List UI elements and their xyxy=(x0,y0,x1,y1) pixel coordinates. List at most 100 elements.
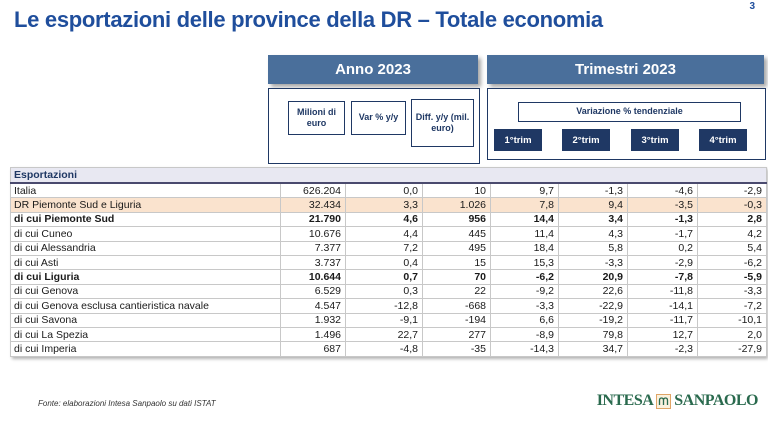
logo-sanpaolo-text: SANPAOLO xyxy=(674,392,758,409)
table-cell: -9,2 xyxy=(490,283,559,300)
table-cell: -14,3 xyxy=(490,341,559,357)
table-cell: 4,3 xyxy=(558,226,628,242)
intesa-sanpaolo-logo: INTESA SANPAOLO xyxy=(596,392,759,410)
table-cell: -35 xyxy=(422,341,491,357)
table-cell: 495 xyxy=(422,240,491,256)
table-cell: 22,7 xyxy=(345,326,423,343)
table-cell: -3,5 xyxy=(627,197,698,213)
table-cell: 4.547 xyxy=(280,298,346,314)
logo-intesa-text: INTESA xyxy=(596,392,654,409)
table-cell: 0,4 xyxy=(345,254,423,271)
table-cell: -7,8 xyxy=(627,269,698,285)
table-cell: 21.790 xyxy=(280,211,346,228)
table-cell: 11,4 xyxy=(490,226,559,242)
table-cell: 1.932 xyxy=(280,312,346,328)
col-header-milioni: Milioni di euro xyxy=(288,101,345,135)
table-cell: 687 xyxy=(280,341,346,357)
table-cell: 626.204 xyxy=(280,182,346,199)
row-label: di cui Genova esclusa cantieristica nava… xyxy=(10,298,281,314)
table-row: di cui Asti 3.737 0,4 15 15,3 -3,3 -2,9 … xyxy=(10,254,768,271)
table-cell: -4,8 xyxy=(345,341,423,357)
table-cell: 5,4 xyxy=(696,240,768,256)
row-label: di cui La Spezia xyxy=(10,326,281,343)
table-cell: -22,9 xyxy=(558,298,628,314)
table-cell: -4,6 xyxy=(627,182,698,199)
table-cell: -668 xyxy=(422,298,491,314)
row-label: di cui Savona xyxy=(10,312,281,328)
table-cell: 0,3 xyxy=(345,283,423,300)
trimestri-2023-header: Trimestri 2023 xyxy=(487,55,764,84)
table-cell: 20,9 xyxy=(558,269,628,285)
table-cell: 956 xyxy=(422,211,491,228)
table-cell: 70 xyxy=(422,269,491,285)
table-cell: -2,9 xyxy=(696,182,768,199)
table-cell: -9,1 xyxy=(345,312,423,328)
table-cell: -0,3 xyxy=(696,197,768,213)
table-row: di cui Cuneo 10.676 4,4 445 11,4 4,3 -1,… xyxy=(10,226,768,242)
table-row: di cui Alessandria 7.377 7,2 495 18,4 5,… xyxy=(10,240,768,256)
table-row: di cui Savona 1.932 -9,1 -194 6,6 -19,2 … xyxy=(10,312,768,328)
table-cell: 445 xyxy=(422,226,491,242)
table-cell: -3,3 xyxy=(490,298,559,314)
table-cell: 14,4 xyxy=(490,211,559,228)
table-cell: 0,0 xyxy=(345,182,423,199)
table-cell: 9,4 xyxy=(558,197,628,213)
table-cell: -8,9 xyxy=(490,326,559,343)
table-cell: 12,7 xyxy=(627,326,698,343)
table-cell: -19,2 xyxy=(558,312,628,328)
row-label: di cui Imperia xyxy=(10,341,281,357)
table-cell: -1,3 xyxy=(558,182,628,199)
table-cell: -1,3 xyxy=(627,211,698,228)
table-cell: 7,8 xyxy=(490,197,559,213)
table-cell: 22 xyxy=(422,283,491,300)
table-cell: 10 xyxy=(422,182,491,199)
col-header-diff: Diff. y/y (mil. euro) xyxy=(411,99,474,147)
table-cell: 3.737 xyxy=(280,254,346,271)
table-cell: -11,7 xyxy=(627,312,698,328)
table-cell: -6,2 xyxy=(490,269,559,285)
row-label: DR Piemonte Sud e Liguria xyxy=(10,197,281,213)
table-cell: 15 xyxy=(422,254,491,271)
table-row: di cui Imperia 687 -4,8 -35 -14,3 34,7 -… xyxy=(10,341,768,357)
table-cell: 7,2 xyxy=(345,240,423,256)
table-cell: 4,6 xyxy=(345,211,423,228)
table-cell: 22,6 xyxy=(558,283,628,300)
row-label: di cui Alessandria xyxy=(10,240,281,256)
slide-title: Le esportazioni delle province della DR … xyxy=(14,7,603,32)
source-note: Fonte: elaborazioni Intesa Sanpaolo su d… xyxy=(38,399,216,408)
table-cell: 4,4 xyxy=(345,226,423,242)
row-label: Italia xyxy=(10,182,281,199)
table-cell: -12,8 xyxy=(345,298,423,314)
table-cell: -10,1 xyxy=(696,312,768,328)
table-cell: 79,8 xyxy=(558,326,628,343)
table-row: di cui Piemonte Sud 21.790 4,6 956 14,4 … xyxy=(10,211,768,228)
table-cell: 18,4 xyxy=(490,240,559,256)
table-cell: -3,3 xyxy=(696,283,768,300)
table-row: di cui Genova esclusa cantieristica nava… xyxy=(10,298,768,314)
table-row: di cui La Spezia 1.496 22,7 277 -8,9 79,… xyxy=(10,326,768,343)
table-cell: 34,7 xyxy=(558,341,628,357)
table-cell: 1.496 xyxy=(280,326,346,343)
table-cell: -1,7 xyxy=(627,226,698,242)
table-cell: 0,2 xyxy=(627,240,698,256)
table-cell: -7,2 xyxy=(696,298,768,314)
row-label: di cui Cuneo xyxy=(10,226,281,242)
anno-2023-header: Anno 2023 xyxy=(268,55,478,84)
table-cell: 3,4 xyxy=(558,211,628,228)
table-row: di cui Genova 6.529 0,3 22 -9,2 22,6 -11… xyxy=(10,283,768,300)
table-cell: -2,9 xyxy=(627,254,698,271)
table-cell: -3,3 xyxy=(558,254,628,271)
table-cell: 15,3 xyxy=(490,254,559,271)
table-cell: 4,2 xyxy=(696,226,768,242)
table-row: DR Piemonte Sud e Liguria 32.434 3,3 1.0… xyxy=(10,197,768,213)
table-body: Esportazioni Italia 626.204 0,0 10 9,7 -… xyxy=(9,167,768,357)
table-cell: -194 xyxy=(422,312,491,328)
trim-chip: 3°trim xyxy=(631,129,679,151)
table-section-header: Esportazioni xyxy=(9,167,768,184)
table-cell: 10.644 xyxy=(280,269,346,285)
table-cell: 3,3 xyxy=(345,197,423,213)
col-header-var: Var % y/y xyxy=(351,101,406,135)
table-cell: -6,2 xyxy=(696,254,768,271)
col-header-variazione: Variazione % tendenziale xyxy=(518,102,741,122)
